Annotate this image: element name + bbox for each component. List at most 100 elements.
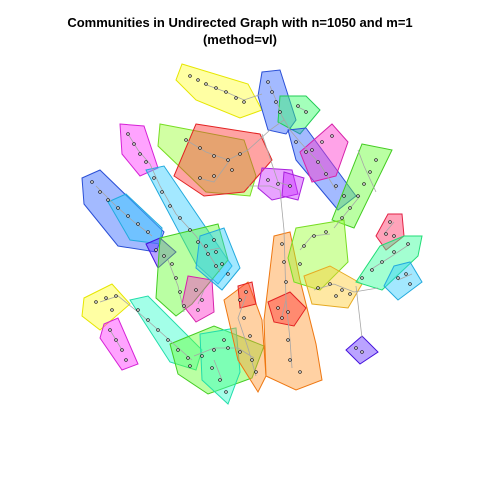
vertex: [248, 334, 252, 338]
vertex: [160, 190, 164, 194]
vertex: [348, 206, 352, 210]
vertex: [304, 150, 308, 154]
community-hull: [169, 325, 265, 395]
vertex: [188, 74, 192, 78]
vertex: [206, 252, 210, 256]
vertex: [368, 170, 372, 174]
community-hull: [199, 327, 241, 405]
vertex: [396, 276, 400, 280]
vertex: [224, 390, 228, 394]
vertex: [90, 180, 94, 184]
vertex: [178, 290, 182, 294]
vertex: [204, 82, 208, 86]
vertex: [132, 142, 136, 146]
vertex: [212, 154, 216, 158]
community-hull: [81, 283, 131, 331]
vertex: [388, 220, 392, 224]
community-hull: [383, 261, 423, 301]
vertex: [296, 104, 300, 108]
vertex: [280, 316, 284, 320]
graph-vertices: [90, 74, 412, 394]
vertex: [324, 172, 328, 176]
vertex: [178, 216, 182, 220]
vertex: [340, 216, 344, 220]
vertex: [270, 90, 274, 94]
vertex: [146, 318, 150, 322]
community-hull: [129, 295, 203, 371]
community-hulls: [81, 63, 423, 405]
vertex: [200, 298, 204, 302]
vertex: [312, 234, 316, 238]
vertex: [196, 78, 200, 82]
vertex: [218, 378, 222, 382]
vertex: [250, 358, 254, 362]
vertex: [214, 264, 218, 268]
vertex: [342, 194, 346, 198]
vertex: [174, 276, 178, 280]
vertex: [324, 230, 328, 234]
vertex: [152, 176, 156, 180]
vertex: [108, 328, 112, 332]
vertex: [166, 338, 170, 342]
vertex: [294, 140, 298, 144]
vertex: [242, 316, 246, 320]
vertex: [214, 86, 218, 90]
vertex: [316, 286, 320, 290]
community-hull: [157, 123, 257, 197]
vertex: [182, 304, 186, 308]
vertex: [340, 288, 344, 292]
vertex: [408, 282, 412, 286]
vertex: [298, 262, 302, 266]
vertex: [354, 346, 358, 350]
community-hull: [303, 265, 363, 309]
community-hull: [155, 223, 229, 317]
vertex: [124, 358, 128, 362]
vertex: [286, 338, 290, 342]
vertex: [334, 294, 338, 298]
vertex: [212, 174, 216, 178]
vertex: [198, 176, 202, 180]
vertex: [360, 276, 364, 280]
title-line-2: (method=vl): [202, 32, 278, 47]
vertex: [334, 184, 338, 188]
vertex: [156, 328, 160, 332]
community-hull: [145, 165, 233, 285]
community-hull: [287, 219, 349, 291]
vertex: [266, 178, 270, 182]
vertex: [104, 296, 108, 300]
vertex: [298, 370, 302, 374]
vertex: [392, 234, 396, 238]
vertex: [106, 198, 110, 202]
vertex: [170, 262, 174, 266]
vertex: [186, 356, 190, 360]
community-hull: [237, 281, 257, 309]
vertex: [284, 280, 288, 284]
vertex: [238, 350, 242, 354]
community-hull: [181, 275, 215, 323]
vertex: [278, 110, 282, 114]
vertex: [146, 230, 150, 234]
vertex: [110, 308, 114, 312]
community-hull: [99, 317, 139, 371]
vertex: [310, 148, 314, 152]
vertex: [254, 370, 258, 374]
vertex: [210, 366, 214, 370]
vertex: [98, 190, 102, 194]
vertex: [162, 254, 166, 258]
vertex: [274, 100, 278, 104]
vertex: [238, 152, 242, 156]
vertex: [212, 348, 216, 352]
vertex: [242, 100, 246, 104]
vertex: [234, 96, 238, 100]
community-hull: [263, 231, 323, 391]
vertex: [238, 298, 242, 302]
vertex: [276, 306, 280, 310]
community-hull: [331, 143, 393, 229]
vertex: [126, 132, 130, 136]
vertex: [404, 272, 408, 276]
vertex: [114, 338, 118, 342]
vertex: [244, 290, 248, 294]
vertex: [406, 242, 410, 246]
vertex: [360, 350, 364, 354]
